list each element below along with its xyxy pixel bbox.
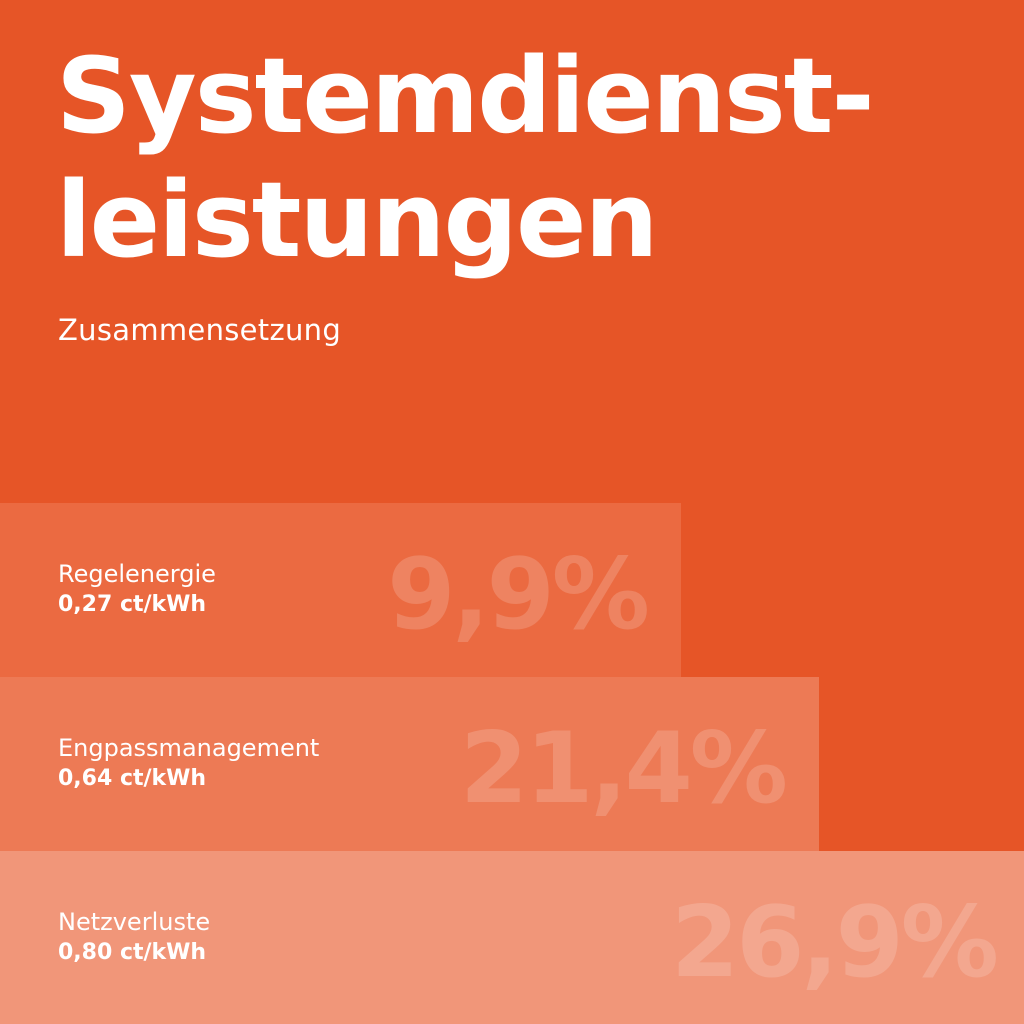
bar-category-label: Regelenergie bbox=[58, 560, 216, 588]
bar-category-label: Netzverluste bbox=[58, 908, 211, 936]
page-title: Systemdienst- leistungen bbox=[56, 34, 875, 282]
bar-engpassmanagement: Engpassmanagement 0,64 ct/kWh 21,4% bbox=[0, 677, 819, 851]
bar-cost-label: 0,27 ct/kWh bbox=[58, 592, 207, 617]
bar-percent-label: 9,9% bbox=[387, 538, 650, 652]
bar-netzverluste: Netzverluste 0,80 ct/kWh 26,9% bbox=[0, 851, 1024, 1024]
title-line-2: leistungen bbox=[56, 159, 659, 281]
bar-percent-label: 21,4% bbox=[460, 712, 788, 826]
bar-cost-label: 0,80 ct/kWh bbox=[58, 940, 207, 965]
bar-percent-label: 26,9% bbox=[671, 886, 999, 1000]
title-line-1: Systemdienst- bbox=[56, 35, 875, 157]
page-subtitle: Zusammensetzung bbox=[58, 313, 342, 347]
bar-cost-label: 0,64 ct/kWh bbox=[58, 766, 207, 791]
bar-category-label: Engpassmanagement bbox=[58, 734, 320, 762]
bar-regelenergie: Regelenergie 0,27 ct/kWh 9,9% bbox=[0, 503, 681, 677]
